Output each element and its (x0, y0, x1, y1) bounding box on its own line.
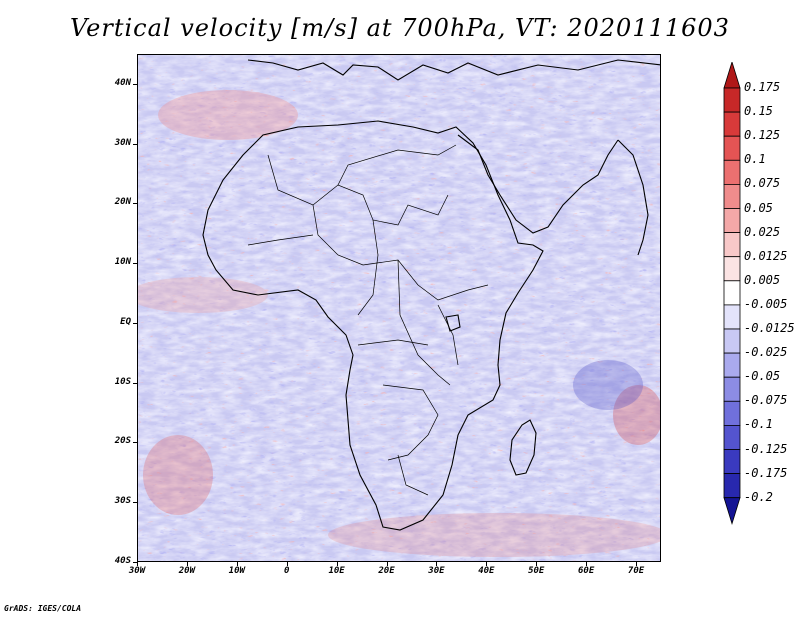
lat-tick (133, 562, 137, 563)
lon-label: 40E (478, 566, 495, 576)
colorbar-label: -0.175 (744, 465, 788, 480)
coastlines (202, 59, 660, 531)
lon-tick (586, 562, 588, 566)
lon-tick (286, 562, 288, 566)
colorbar-label: -0.05 (744, 369, 781, 384)
lon-label: 60E (578, 566, 595, 576)
colorbar-swatch (723, 232, 741, 258)
colorbar-label: 0.175 (744, 80, 781, 94)
colorbar-swatch (723, 280, 741, 306)
field-patch-sw-red (143, 435, 213, 515)
lat-tick (133, 502, 137, 504)
colorbar (723, 62, 741, 526)
colorbar-swatch (723, 449, 741, 475)
colorbar-label: -0.075 (744, 393, 788, 408)
lon-label: 70E (627, 566, 645, 576)
country-borders (247, 144, 489, 496)
colorbar-swatch (723, 473, 741, 499)
colorbar-label: 0.125 (744, 128, 781, 143)
lon-label: 20E (378, 566, 395, 576)
field-patch-se-blue (573, 360, 643, 410)
colorbar-label: -0.005 (744, 296, 788, 311)
colorbar-swatch (723, 135, 741, 161)
lon-label: 0 (283, 566, 290, 576)
lon-label: 30W (128, 566, 146, 576)
lat-tick (133, 143, 137, 145)
lat-label: 30S (114, 496, 131, 507)
map-canvas (138, 55, 660, 561)
colorbar-label: 0.1 (744, 152, 766, 167)
credit-text: GrADS: IGES/COLA (4, 604, 82, 613)
chart-title: Vertical velocity [m/s] at 700hPa, VT: 2… (70, 14, 730, 42)
lat-tick (133, 442, 137, 444)
lon-tick (386, 562, 388, 566)
colorbar-swatch (723, 304, 741, 330)
colorbar-label: 0.025 (744, 224, 781, 239)
lat-label: 30N (114, 137, 131, 148)
colorbar-label: 0.05 (744, 200, 773, 215)
lon-label: 10W (228, 566, 245, 576)
lat-tick (133, 83, 137, 85)
colorbar-swatch (723, 376, 741, 402)
colorbar-label: -0.125 (744, 441, 788, 456)
lon-tick (137, 562, 138, 566)
colorbar-swatch (723, 400, 741, 426)
colorbar-swatch (723, 208, 741, 234)
colorbar-swatch (723, 424, 741, 450)
colorbar-swatch (723, 256, 741, 282)
lat-tick (133, 203, 137, 205)
field-texture-red (138, 55, 660, 561)
colorbar-swatch (723, 328, 741, 354)
lon-tick (236, 562, 238, 566)
colorbar-swatch (723, 87, 741, 113)
colorbar-arrow-bottom (723, 497, 741, 526)
lat-label: 20N (114, 197, 131, 208)
field-patch-nw-red (158, 90, 298, 140)
lat-tick (133, 263, 137, 265)
colorbar-swatch (723, 184, 741, 209)
lat-label: 40S (114, 556, 131, 566)
africa-coastline (202, 120, 544, 531)
colorbar-label: -0.2 (744, 489, 773, 504)
field-patch-se-red (613, 385, 660, 445)
lat-label: 20S (114, 436, 131, 447)
lon-tick (186, 562, 188, 566)
lat-label: EQ (120, 316, 131, 327)
lon-tick (436, 562, 438, 566)
colorbar-label: -0.025 (744, 345, 788, 360)
map-panel (137, 54, 661, 562)
arabia-coastline (457, 134, 619, 234)
lon-tick (336, 562, 338, 566)
lon-label: 30E (428, 566, 445, 576)
lat-tick (133, 382, 137, 384)
lon-tick (536, 562, 538, 566)
lon-label: 50E (528, 566, 545, 576)
lat-label: 10N (114, 257, 131, 268)
colorbar-label: 0.075 (744, 176, 781, 191)
colorbar-label: 0.0125 (744, 248, 788, 263)
colorbar-swatch (723, 111, 741, 137)
colorbar-swatch (723, 159, 741, 185)
lat-label: 10S (114, 376, 131, 387)
europe-coastline (247, 59, 660, 81)
madagascar-coastline (509, 419, 537, 476)
lon-tick (636, 562, 638, 566)
lon-tick (486, 562, 488, 566)
lon-label: 20W (178, 566, 196, 576)
colorbar-label: -0.0125 (744, 321, 795, 335)
lat-tick (133, 322, 137, 324)
colorbar-arrow-top (723, 62, 741, 89)
india-coastline (617, 139, 649, 256)
lat-label: 40N (114, 77, 131, 88)
colorbar-label: 0.005 (744, 272, 781, 287)
colorbar-label: 0.15 (744, 104, 773, 119)
field-patch-gulf-guinea (138, 277, 268, 313)
lon-label: 10E (328, 566, 345, 576)
colorbar-label: -0.1 (744, 417, 773, 432)
colorbar-swatch (723, 352, 741, 378)
field-patch-south-band (328, 513, 660, 557)
